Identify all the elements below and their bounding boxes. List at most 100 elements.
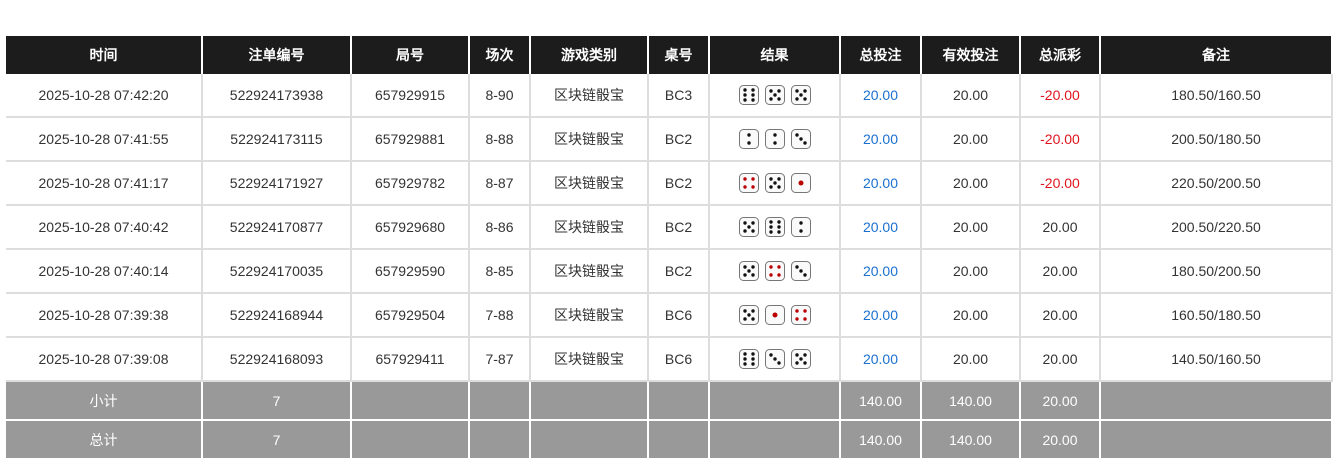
- table-row: 2025-10-28 07:41:55 522924173115 657929881…: [6, 117, 1333, 162]
- bet-records-table: 时间 注单编号 局号 场次 游戏类别 桌号 结果 总投注 有效投注 总派彩 备注 2025-10-2…: [6, 36, 1333, 460]
- summary-label: 小计: [6, 381, 203, 421]
- table-row: 2025-10-28 07:41:17 522924171927 657929782…: [6, 161, 1333, 206]
- dice-6-icon: [764, 217, 785, 237]
- summary-count: 7: [202, 381, 352, 421]
- cell-bet-id: 522924168093: [202, 337, 352, 382]
- cell-result: [709, 74, 841, 118]
- cell-total-bet: 20.00: [840, 74, 922, 118]
- cell-session: 8-86: [469, 205, 531, 250]
- header-note: 备注: [1100, 36, 1333, 74]
- table-row: 2025-10-28 07:42:20 522924173938 657929915…: [6, 74, 1333, 118]
- dice-3-icon: [764, 349, 785, 369]
- cell-payout: 20.00: [1020, 249, 1101, 294]
- cell-bet-id: 522924173938: [202, 74, 352, 118]
- header-result: 结果: [709, 36, 841, 74]
- header-time: 时间: [6, 36, 203, 74]
- summary-count: 7: [202, 420, 352, 460]
- empty-cell: [648, 381, 710, 421]
- dice-4-icon: [764, 261, 785, 281]
- cell-table-no: BC2: [648, 205, 710, 250]
- cell-payout: -20.00: [1020, 161, 1101, 206]
- dice-3-icon: [790, 261, 811, 281]
- empty-cell: [351, 381, 470, 421]
- cell-time: 2025-10-28 07:42:20: [6, 74, 203, 118]
- dice-3-icon: [790, 129, 811, 149]
- dice-2-icon: [790, 217, 811, 237]
- cell-table-no: BC2: [648, 249, 710, 294]
- dice-6-icon: [738, 85, 759, 105]
- cell-table-no: BC3: [648, 74, 710, 118]
- dice-1-icon: [764, 305, 785, 325]
- cell-game-type: 区块链骰宝: [530, 337, 649, 382]
- cell-round: 657929782: [351, 161, 470, 206]
- cell-result: [709, 205, 841, 250]
- cell-game-type: 区块链骰宝: [530, 205, 649, 250]
- dice-2-icon: [738, 129, 759, 149]
- summary-payout: 20.00: [1020, 381, 1101, 421]
- empty-cell: [709, 420, 841, 460]
- cell-valid-bet: 20.00: [921, 205, 1021, 250]
- cell-bet-id: 522924171927: [202, 161, 352, 206]
- cell-table-no: BC2: [648, 117, 710, 162]
- cell-time: 2025-10-28 07:41:55: [6, 117, 203, 162]
- cell-round: 657929915: [351, 74, 470, 118]
- dice-1-icon: [790, 173, 811, 193]
- cell-valid-bet: 20.00: [921, 74, 1021, 118]
- cell-round: 657929590: [351, 249, 470, 294]
- cell-round: 657929411: [351, 337, 470, 382]
- dice-2-icon: [764, 129, 785, 149]
- table-row: 2025-10-28 07:40:42 522924170877 657929680…: [6, 205, 1333, 250]
- empty-cell: [469, 420, 531, 460]
- cell-total-bet: 20.00: [840, 117, 922, 162]
- cell-time: 2025-10-28 07:41:17: [6, 161, 203, 206]
- header-game-type: 游戏类别: [530, 36, 649, 74]
- dice-5-icon: [738, 217, 759, 237]
- summary-valid-bet: 140.00: [921, 381, 1021, 421]
- cell-payout: -20.00: [1020, 74, 1101, 118]
- summary-payout: 20.00: [1020, 420, 1101, 460]
- cell-game-type: 区块链骰宝: [530, 117, 649, 162]
- summary-total-bet: 140.00: [840, 381, 922, 421]
- cell-note: 220.50/200.50: [1100, 161, 1333, 206]
- cell-session: 8-90: [469, 74, 531, 118]
- cell-bet-id: 522924168944: [202, 293, 352, 338]
- header-table-no: 桌号: [648, 36, 710, 74]
- cell-valid-bet: 20.00: [921, 117, 1021, 162]
- cell-payout: -20.00: [1020, 117, 1101, 162]
- cell-valid-bet: 20.00: [921, 161, 1021, 206]
- dice-5-icon: [738, 261, 759, 281]
- dice-6-icon: [738, 349, 759, 369]
- cell-note: 140.50/160.50: [1100, 337, 1333, 382]
- cell-result: [709, 249, 841, 294]
- cell-session: 8-85: [469, 249, 531, 294]
- cell-valid-bet: 20.00: [921, 337, 1021, 382]
- cell-result: [709, 117, 841, 162]
- cell-session: 8-87: [469, 161, 531, 206]
- cell-note: 180.50/200.50: [1100, 249, 1333, 294]
- cell-total-bet: 20.00: [840, 337, 922, 382]
- cell-total-bet: 20.00: [840, 161, 922, 206]
- cell-result: [709, 293, 841, 338]
- cell-bet-id: 522924173115: [202, 117, 352, 162]
- table-row: 2025-10-28 07:39:08 522924168093 657929411…: [6, 337, 1333, 382]
- empty-cell: [530, 381, 649, 421]
- empty-cell: [1100, 420, 1333, 460]
- empty-cell: [530, 420, 649, 460]
- cell-valid-bet: 20.00: [921, 293, 1021, 338]
- cell-payout: 20.00: [1020, 337, 1101, 382]
- cell-valid-bet: 20.00: [921, 249, 1021, 294]
- cell-game-type: 区块链骰宝: [530, 293, 649, 338]
- header-row: 时间 注单编号 局号 场次 游戏类别 桌号 结果 总投注 有效投注 总派彩 备注: [6, 36, 1333, 74]
- cell-session: 7-88: [469, 293, 531, 338]
- empty-cell: [351, 420, 470, 460]
- empty-cell: [709, 381, 841, 421]
- dice-4-icon: [738, 173, 759, 193]
- empty-cell: [1100, 381, 1333, 421]
- cell-total-bet: 20.00: [840, 205, 922, 250]
- header-payout: 总派彩: [1020, 36, 1101, 74]
- dice-5-icon: [764, 85, 785, 105]
- header-valid-bet: 有效投注: [921, 36, 1021, 74]
- dice-5-icon: [790, 85, 811, 105]
- cell-note: 200.50/180.50: [1100, 117, 1333, 162]
- cell-time: 2025-10-28 07:40:14: [6, 249, 203, 294]
